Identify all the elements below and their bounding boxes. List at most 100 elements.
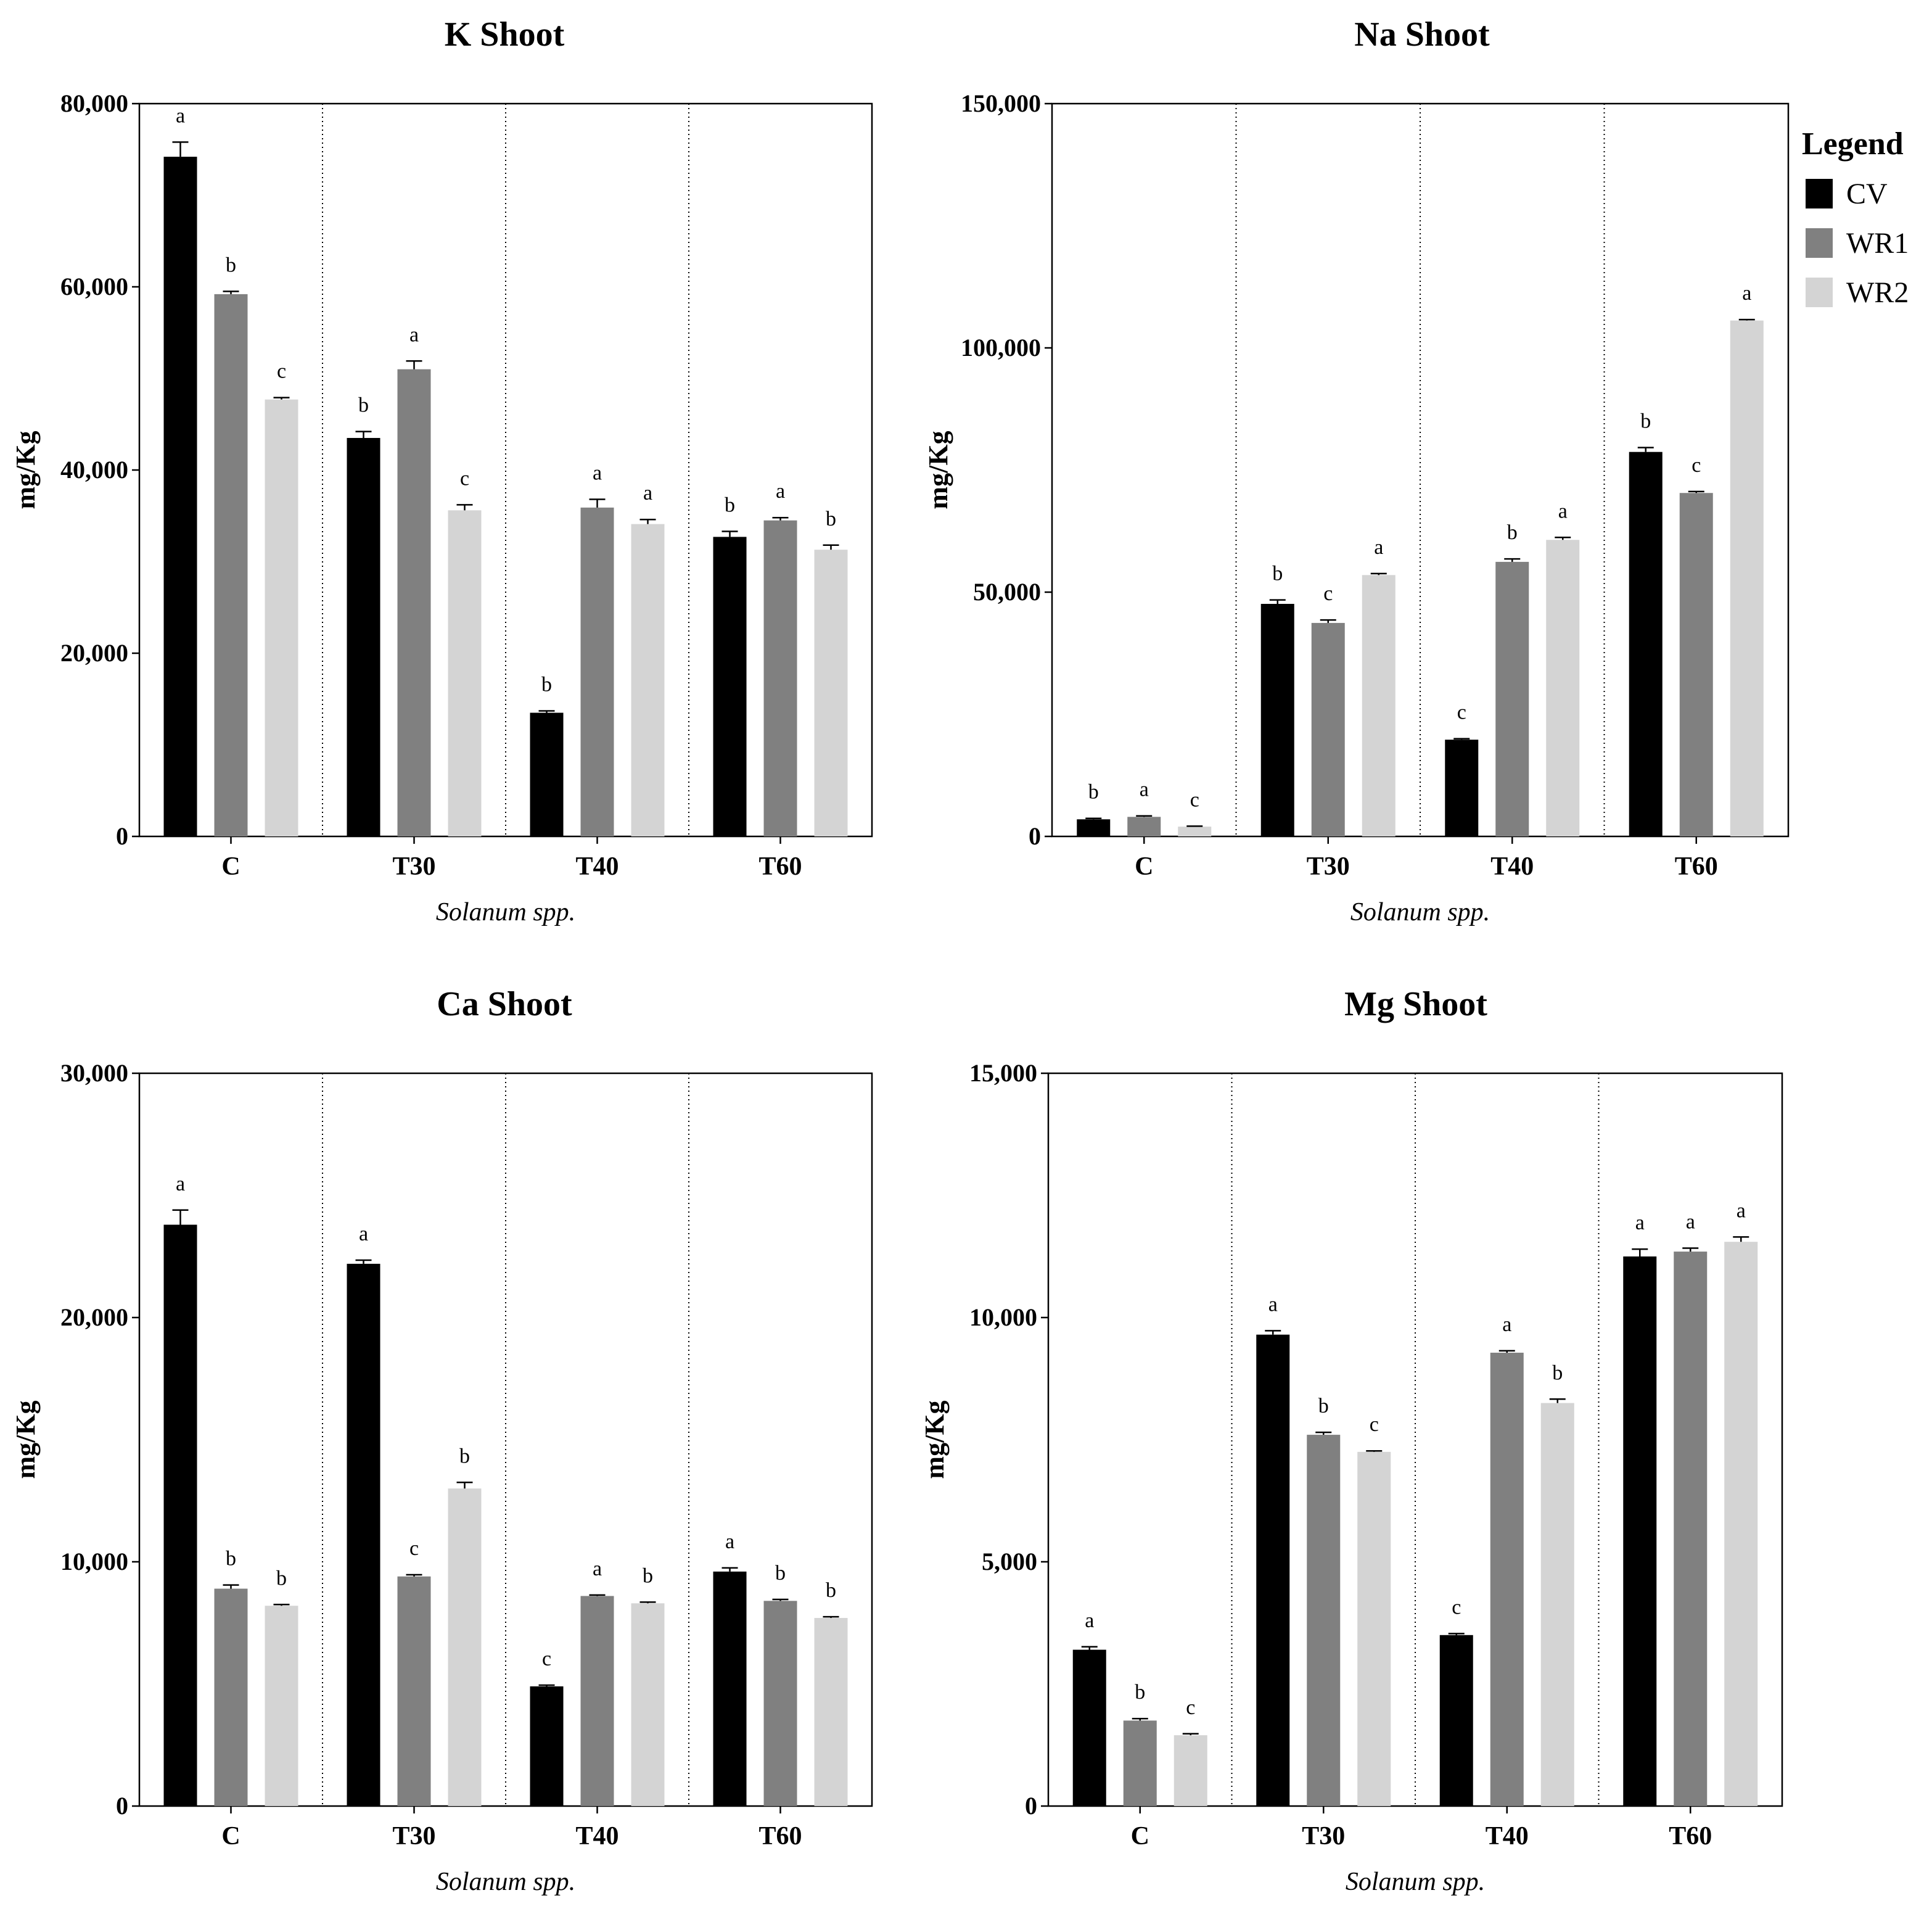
legend-label-wr1: WR1 [1846,227,1909,260]
significance-letter: b [1318,1395,1329,1417]
significance-letter: a [1268,1293,1278,1316]
significance-letter: b [643,1564,653,1587]
category-label: T30 [1302,1822,1345,1850]
significance-letter: b [226,1548,236,1570]
bar-wr2-t30 [448,1488,482,1806]
bar-wr2-t60 [814,1618,848,1806]
significance-letter: a [176,104,185,127]
bar-wr1-t60 [1679,493,1713,836]
significance-letter: a [1742,282,1751,305]
bar-wr1-t60 [763,1601,797,1806]
significance-letter: b [775,1562,786,1585]
significance-letter: b [1088,781,1099,804]
panel-ca-shoot: Ca Shoot 0 10,000 20,000 30,000 mg/Kg Ca b b T30 a… [10,985,873,1896]
x-axis-label: Solanum spp. [436,898,575,926]
category-label: T40 [575,852,619,881]
significance-letter: b [226,254,236,276]
significance-letter: a [725,1530,734,1553]
significance-letter: a [1140,778,1149,801]
category-label: T60 [758,852,802,881]
legend: Legend CV WR1 WR2 [1802,126,1909,309]
panel-mg-shoot: Mg Shoot 0 5,000 10,000 15,000 mg/Kg Ca b c T30 a b… [919,985,1783,1896]
y-axis-label: mg/Kg [919,1400,950,1479]
significance-letter: b [1272,563,1283,585]
category-label: C [221,1822,240,1850]
category-label: T40 [1490,852,1534,881]
significance-letter: c [1452,1596,1461,1619]
significance-letter: a [1737,1199,1746,1222]
significance-letter: a [1502,1313,1511,1336]
significance-letter: b [1640,410,1651,433]
significance-letter: b [459,1445,470,1467]
bar-cv-t40 [530,1686,564,1806]
significance-letter: c [1692,454,1701,477]
x-axis-label: Solanum spp. [1350,898,1490,926]
y-tick-label: 20,000 [60,639,128,667]
bar-cv-t40 [530,712,564,836]
significance-letter: b [541,674,552,696]
category-label: T60 [1675,852,1718,881]
bar-cv-t60 [1623,1256,1657,1806]
significance-letter: a [1374,536,1383,559]
bar-wr2-c [1178,827,1212,836]
category-label: C [1131,1822,1149,1850]
bar-wr1-t40 [580,1596,614,1806]
y-tick-label: 5,000 [982,1548,1037,1575]
significance-letter: b [358,394,369,417]
y-tick-label: 50,000 [973,578,1041,606]
significance-letter: a [409,323,419,346]
bar-wr1-t40 [580,507,614,836]
bar-cv-c [1077,819,1111,836]
significance-letter: a [1558,500,1568,522]
bar-cv-t30 [1256,1334,1290,1806]
significance-letter: a [593,462,602,485]
category-label: C [221,852,240,881]
category-label: T60 [1669,1822,1712,1850]
significance-letter: c [1370,1413,1379,1436]
chart-title: K Shoot [445,15,565,54]
bar-wr1-c [214,294,248,836]
bar-cv-t40 [1439,1635,1473,1806]
legend-swatch-cv [1806,179,1833,208]
significance-letter: a [1635,1211,1645,1234]
bar-cv-t30 [1260,604,1294,836]
chart-title: Ca Shoot [437,985,572,1023]
significance-letter: a [1085,1609,1094,1632]
bar-wr1-t40 [1490,1353,1524,1806]
significance-letter: b [1135,1681,1145,1704]
significance-letter: c [542,1648,551,1670]
significance-letter: c [1186,1696,1195,1719]
chart-title: Mg Shoot [1344,985,1487,1023]
y-tick-label: 10,000 [60,1548,128,1575]
significance-letter: b [276,1567,287,1590]
category-label: T40 [575,1822,619,1850]
bar-wr2-t60 [1724,1242,1758,1806]
bar-cv-t60 [1629,452,1663,836]
bar-wr2-t40 [631,524,665,836]
bar-cv-t40 [1445,740,1479,836]
bar-wr2-t40 [1546,540,1580,836]
y-tick-label: 0 [1025,1792,1037,1820]
significance-letter: b [826,1579,836,1602]
legend-label-wr2: WR2 [1846,276,1909,309]
x-axis-label: Solanum spp. [436,1868,575,1896]
significance-letter: b [1507,521,1518,544]
bar-cv-t60 [713,1571,747,1806]
bar-wr2-t40 [1540,1403,1574,1806]
bar-cv-c [163,157,197,836]
y-tick-label: 40,000 [60,456,128,484]
y-tick-label: 150,000 [961,89,1041,117]
bar-wr2-t60 [814,550,848,836]
bar-cv-c [163,1224,197,1806]
y-tick-label: 10,000 [969,1303,1037,1331]
bar-wr2-t30 [1362,575,1396,836]
y-tick-label: 30,000 [60,1059,128,1087]
bar-wr2-t30 [1357,1451,1391,1806]
bar-cv-t30 [347,438,380,836]
y-tick-label: 80,000 [60,89,128,117]
significance-letter: b [725,493,735,516]
y-tick-label: 20,000 [60,1303,128,1331]
y-tick-label: 0 [1029,822,1041,850]
